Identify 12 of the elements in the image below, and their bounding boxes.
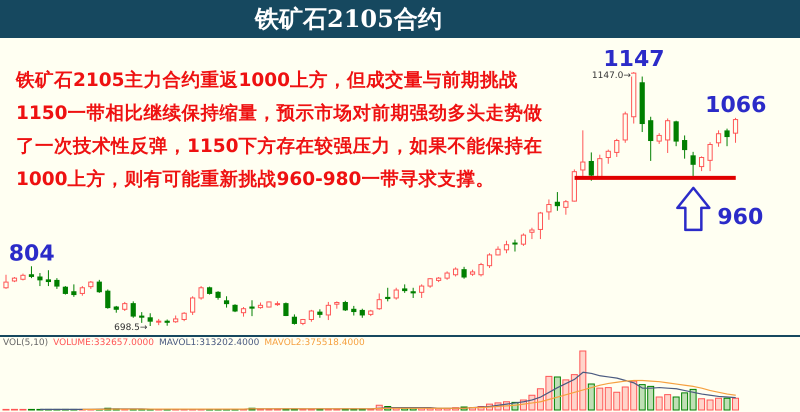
text: 1147.0→ [592, 71, 631, 81]
chart-title: VOL(5,10) [3, 338, 48, 348]
annotation: 960 [717, 204, 764, 230]
annotation: 1147 [603, 47, 665, 72]
text: 698.5→ [114, 323, 148, 333]
text: MAVOL1:313202.4000 [159, 338, 260, 348]
annotation: 804 [8, 241, 55, 266]
text: VOLUME:332657.0000 [53, 338, 154, 348]
annotation: 铁矿石2105主力合约重返1000上方，但成交量与前期挑战1150一带相比继续保持缩量，预示市场对前期强劲多头走势做了一次技术性反弹，1150下方存在较强压力，如果不能保持在1000上方，则有可能重新挑战960-980一带寻求支撑。 [16, 68, 544, 192]
chart-title: 铁矿石2105合约 [255, 3, 442, 35]
annotation: 1066 [705, 92, 766, 118]
text: MAVOL2:375518.4000 [264, 338, 365, 348]
